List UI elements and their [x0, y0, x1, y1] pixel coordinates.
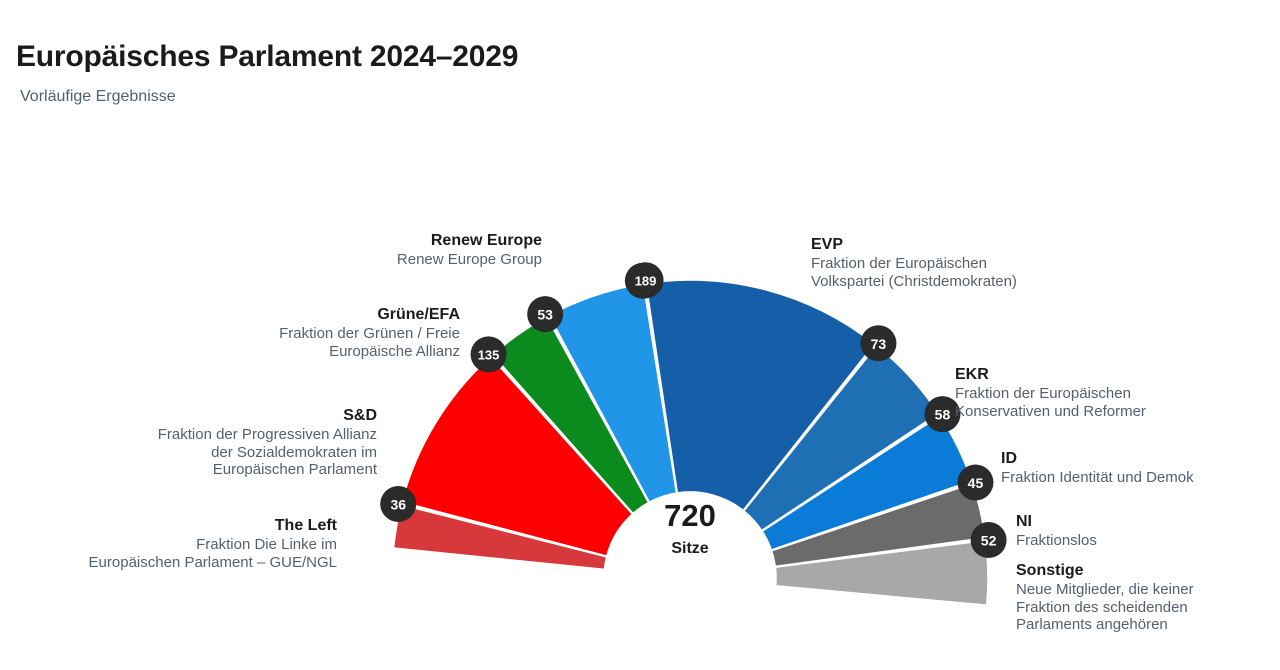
group-desc-ni: Fraktionslos — [1016, 531, 1097, 549]
group-label-greens[interactable]: Grüne/EFA Fraktion der Grünen / Freie Eu… — [279, 306, 460, 360]
seat-badge-value-left: 36 — [390, 496, 406, 512]
group-name-renew: Renew Europe — [430, 232, 542, 249]
seat-badge-sonstige: 52 — [970, 522, 1007, 559]
seat-badge-left: 36 — [380, 485, 417, 522]
seat-badge-circle-ekr — [860, 325, 897, 362]
seat-wedge-greens[interactable] — [491, 315, 650, 515]
group-label-ni[interactable]: NI Fraktionslos — [1016, 513, 1097, 550]
seat-badge-value-sd: 135 — [478, 347, 500, 362]
group-name-greens: Grüne/EFA — [377, 306, 460, 323]
group-name-evp: EVP — [811, 236, 844, 253]
seat-badge-circle-left — [380, 485, 417, 522]
page-subtitle: Vorläufige Ergebnisse — [20, 88, 176, 105]
seat-badge-circle-ni — [957, 464, 994, 501]
seat-badge-circle-evp — [627, 262, 664, 299]
group-desc-greens: Fraktion der Grünen / Freie Europäische … — [279, 324, 460, 360]
seat-wedge-evp[interactable] — [645, 279, 876, 512]
group-name-ekr: EKR — [955, 366, 989, 383]
seat-badge-sd: 135 — [470, 336, 507, 373]
group-desc-evp: Fraktion der Europäischen Volkspartei (C… — [811, 254, 1017, 290]
page-title: Europäisches Parlament 2024–2029 — [16, 40, 519, 74]
group-desc-ekr: Fraktion der Europäischen Konservativen … — [955, 384, 1146, 420]
group-name-sd: S&D — [343, 407, 377, 424]
group-name-left: The Left — [274, 517, 337, 534]
group-desc-id: Fraktion Identität und Demok — [1001, 468, 1194, 486]
group-label-renew[interactable]: Renew Europe Renew Europe Group — [397, 232, 542, 269]
seat-badge-value-ni: 45 — [968, 475, 984, 491]
seat-badge-value-ekr: 73 — [871, 336, 887, 352]
seat-badge-circle-sd — [470, 336, 507, 373]
seat-wedges — [392, 279, 989, 607]
group-name-id: ID — [1001, 450, 1017, 467]
seat-badge-value-id: 58 — [935, 407, 951, 423]
group-desc-sonstige: Neue Mitglieder, die keiner Fraktion des… — [1016, 580, 1194, 634]
seat-badge-circle-id — [924, 396, 961, 433]
seat-badge-id: 58 — [924, 396, 961, 433]
seat-badge-value-sonstige: 52 — [981, 533, 997, 549]
group-label-sonstige[interactable]: Sonstige Neue Mitglieder, die keiner Fra… — [1016, 562, 1194, 634]
seat-count-badges: 36135537918973584552 — [380, 262, 1007, 559]
seat-badge-evp: 189 — [627, 262, 664, 299]
group-label-ekr[interactable]: EKR Fraktion der Europäischen Konservati… — [955, 366, 1146, 420]
group-name-ni: NI — [1016, 513, 1032, 530]
group-label-id[interactable]: ID Fraktion Identität und Demok — [1001, 450, 1194, 487]
seat-badge-circle-greens — [527, 296, 564, 333]
seat-badge-circle-sonstige — [970, 522, 1007, 559]
group-label-left[interactable]: The Left Fraktion Die Linke im Europäisc… — [89, 517, 337, 571]
group-label-evp[interactable]: EVP Fraktion der Europäischen Volksparte… — [811, 236, 1017, 290]
group-desc-renew: Renew Europe Group — [396, 250, 542, 268]
group-desc-left: Fraktion Die Linke im Europäischen Parla… — [88, 535, 337, 571]
seat-badge-ni: 45 — [957, 464, 994, 501]
group-name-sonstige: Sonstige — [1016, 562, 1084, 579]
seat-badge-value-evp: 189 — [635, 273, 657, 288]
group-desc-sd: Fraktion der Progressiven Allianz der So… — [157, 425, 377, 479]
seat-badge-value-greens: 53 — [537, 307, 553, 323]
seat-badge-greens: 53 — [527, 296, 564, 333]
group-label-sd[interactable]: S&D Fraktion der Progressiven Allianz de… — [158, 407, 377, 479]
seat-badge-ekr: 73 — [860, 325, 897, 362]
seat-wedge-sonstige[interactable] — [774, 539, 989, 607]
